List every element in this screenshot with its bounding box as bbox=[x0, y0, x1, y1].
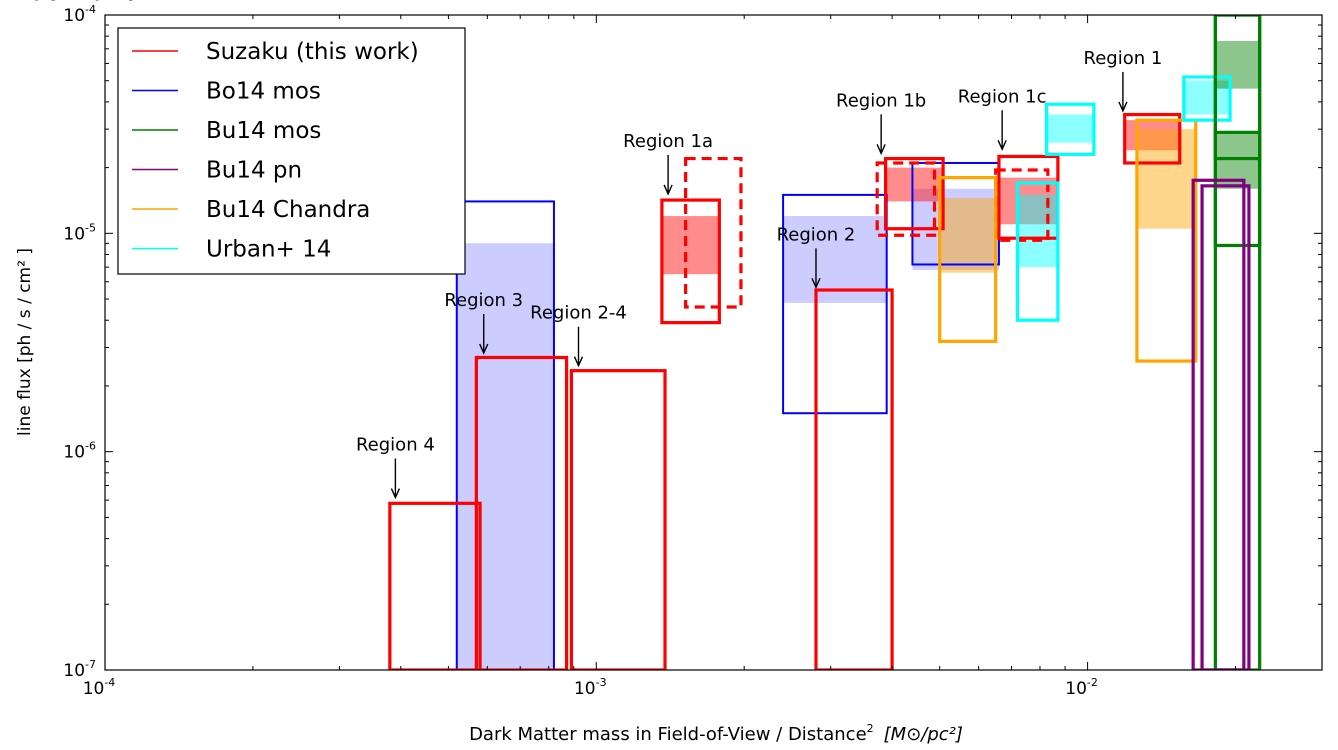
box-bu14-mos-20 bbox=[1213, 15, 1262, 161]
box-bu14-chandra-15 bbox=[1135, 118, 1198, 363]
band-bo14-mos-0 bbox=[456, 243, 554, 670]
lifetime-label-3: τ= 6.0 ×1027s bbox=[0, 0, 137, 5]
annotation-arrowhead-2 bbox=[573, 356, 584, 368]
box-bo14-mos-0 bbox=[455, 200, 555, 670]
box-suzaku-this-work-13 bbox=[1123, 112, 1182, 165]
svg-text:Dark Matter mass in Field-of-V: Dark Matter mass in Field-of-View / Dist… bbox=[469, 722, 963, 745]
lifetime-label-0: τ= 0.5 ×1027s bbox=[0, 0, 137, 5]
annotation-arrowhead-5 bbox=[876, 144, 886, 156]
box-bu14-chandra-14 bbox=[938, 175, 998, 343]
box-suzaku-this-work-4 bbox=[474, 355, 569, 670]
box-bu14-pn-22 bbox=[1191, 178, 1246, 670]
legend-label-urban-14: Urban+ 14 bbox=[206, 237, 331, 263]
annotation-arrowhead-1 bbox=[479, 343, 489, 355]
y-axis-label: line flux [ph / s / cm² ] bbox=[15, 248, 35, 436]
legend-label-bu14-pn: Bu14 pn bbox=[206, 158, 302, 184]
band-bu14-chandra-15 bbox=[1136, 129, 1196, 229]
box-suzaku-this-work-7 bbox=[660, 198, 721, 325]
data-boxes bbox=[388, 15, 1262, 670]
box-suzaku-this-work-6 bbox=[814, 288, 894, 670]
legend-frame bbox=[117, 27, 466, 275]
annotation-arrowhead-0 bbox=[390, 488, 401, 500]
x-tick-label: 10-4 bbox=[83, 676, 116, 699]
band-bu14-mos-19 bbox=[1215, 41, 1260, 89]
annotation-arrowhead-6 bbox=[997, 140, 1007, 152]
legend-label-bu14-chandra: Bu14 Chandra bbox=[206, 197, 370, 223]
band-urban-14-17 bbox=[1046, 114, 1094, 143]
y-tick-label: 10-7 bbox=[63, 658, 96, 681]
legend-label-bo14-mos: Bo14 mos bbox=[206, 79, 321, 105]
legend: Suzaku (this work) Bo14 mos Bu14 mos Bu14 p… bbox=[117, 27, 466, 275]
band-suzaku-this-work-13 bbox=[1124, 120, 1180, 151]
annotation-arrowhead-4 bbox=[811, 278, 821, 290]
annotation-region-1: Region 1 bbox=[1084, 48, 1163, 69]
legend-label-bu14-mos: Bu14 mos bbox=[206, 118, 321, 144]
lifetime-label-2: τ= 2.0 ×1027s bbox=[0, 0, 137, 5]
x-tick-label: 10-3 bbox=[574, 676, 607, 699]
band-suzaku-this-work-7 bbox=[661, 216, 720, 275]
annotation-region-1a: Region 1a bbox=[623, 131, 713, 152]
legend-label-suzaku-this-work: Suzaku (this work) bbox=[206, 39, 419, 65]
box-suzaku-this-work-8 bbox=[684, 156, 743, 309]
box-urban-14-17 bbox=[1044, 102, 1096, 156]
band-bu14-chandra-14 bbox=[939, 198, 996, 273]
annotation-region-1b: Region 1b bbox=[836, 90, 926, 111]
band-urban-14-18 bbox=[1183, 80, 1231, 115]
y-tick-label: 10-4 bbox=[63, 3, 96, 26]
box-suzaku-this-work-9 bbox=[883, 156, 945, 231]
y-tick-label: 10-6 bbox=[63, 440, 96, 463]
axis-tick-labels: 10-4 10-3 10-2 10-7 10-6 10-5 10-4 bbox=[63, 3, 1098, 699]
annotation-arrowhead-3 bbox=[663, 184, 673, 196]
box-suzaku-this-work-5 bbox=[569, 369, 667, 670]
band-urban-14-16 bbox=[1017, 194, 1058, 268]
annotation-arrowhead-7 bbox=[1118, 101, 1128, 113]
annotation-region-2-4: Region 2-4 bbox=[530, 303, 627, 324]
annotation-region-3: Region 3 bbox=[444, 290, 523, 311]
lifetime-label-1: τ= 0.8 ×1027s bbox=[0, 0, 137, 5]
axis-ticks bbox=[104, 14, 1323, 671]
annotation-region-2: Region 2 bbox=[777, 224, 856, 245]
box-bo14-mos-1 bbox=[782, 193, 888, 415]
lifetime-line-labels: τ= 0.5 ×1027sτ= 0.8 ×1027sτ= 2.0 ×1027sτ… bbox=[0, 0, 137, 5]
box-urban-14-16 bbox=[1015, 181, 1060, 322]
x-axis-label: Dark Matter mass in Field-of-View / Dist… bbox=[469, 724, 867, 745]
box-urban-14-18 bbox=[1182, 75, 1232, 122]
annotation-region-4: Region 4 bbox=[356, 435, 435, 456]
y-tick-label: 10-5 bbox=[63, 221, 96, 244]
annotation-region-1c: Region 1c bbox=[958, 86, 1047, 107]
box-bu14-pn-23 bbox=[1200, 184, 1251, 670]
plot-frame bbox=[104, 14, 1323, 671]
x-axis-label-sup: 2 bbox=[867, 722, 874, 735]
region-annotations: Region 4 Region 3 Region 2-4 Region 1a Regio… bbox=[356, 48, 1163, 500]
x-tick-label: 10-2 bbox=[1065, 676, 1098, 699]
x-axis-label-unit: [M⊙/pc²] bbox=[884, 724, 963, 745]
x-axis-label-group: Dark Matter mass in Field-of-View / Dist… bbox=[469, 722, 963, 745]
